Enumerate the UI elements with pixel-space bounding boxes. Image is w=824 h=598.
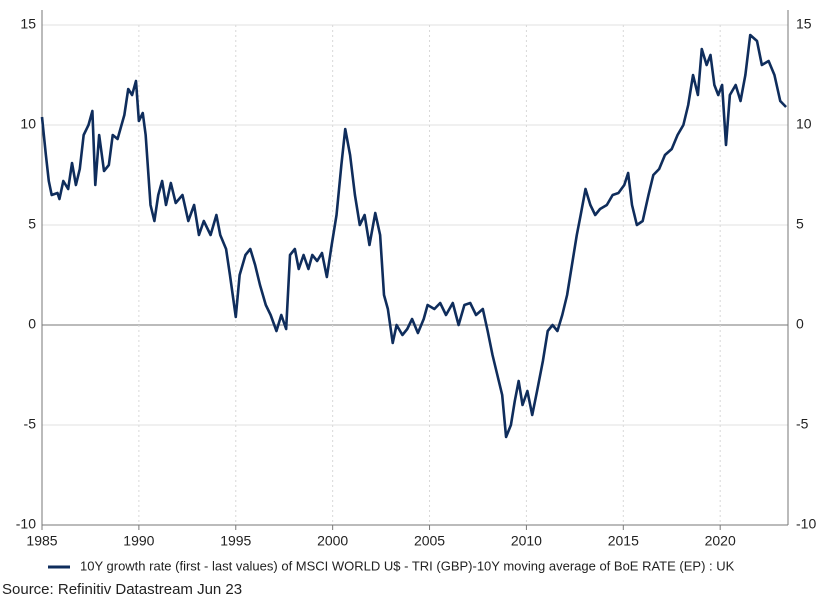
y2-tick-label: -5 xyxy=(796,416,809,432)
x-tick-label: 2005 xyxy=(414,533,445,549)
x-tick-label: 2015 xyxy=(608,533,639,549)
y2-tick-label: -10 xyxy=(796,516,816,532)
x-tick-label: 1990 xyxy=(123,533,154,549)
legend-label: 10Y growth rate (first - last values) of… xyxy=(80,558,735,573)
y-tick-label: -5 xyxy=(24,416,37,432)
y2-tick-label: 0 xyxy=(796,316,804,332)
y-tick-label: 15 xyxy=(20,16,36,32)
source-note: Source: Refinitiv Datastream Jun 23 xyxy=(2,581,242,598)
y2-tick-label: 5 xyxy=(796,216,804,232)
x-tick-label: 1995 xyxy=(220,533,251,549)
y-tick-label: 10 xyxy=(20,116,36,132)
x-tick-label: 1985 xyxy=(26,533,57,549)
x-tick-label: 2010 xyxy=(511,533,542,549)
y-tick-label: 0 xyxy=(28,316,36,332)
data-line xyxy=(40,33,787,439)
x-tick-label: 2020 xyxy=(705,533,736,549)
y-tick-label: 5 xyxy=(28,216,36,232)
y2-tick-label: 10 xyxy=(796,116,812,132)
y2-tick-label: 15 xyxy=(796,16,812,32)
x-tick-label: 2000 xyxy=(317,533,348,549)
y-tick-label: -10 xyxy=(16,516,36,532)
